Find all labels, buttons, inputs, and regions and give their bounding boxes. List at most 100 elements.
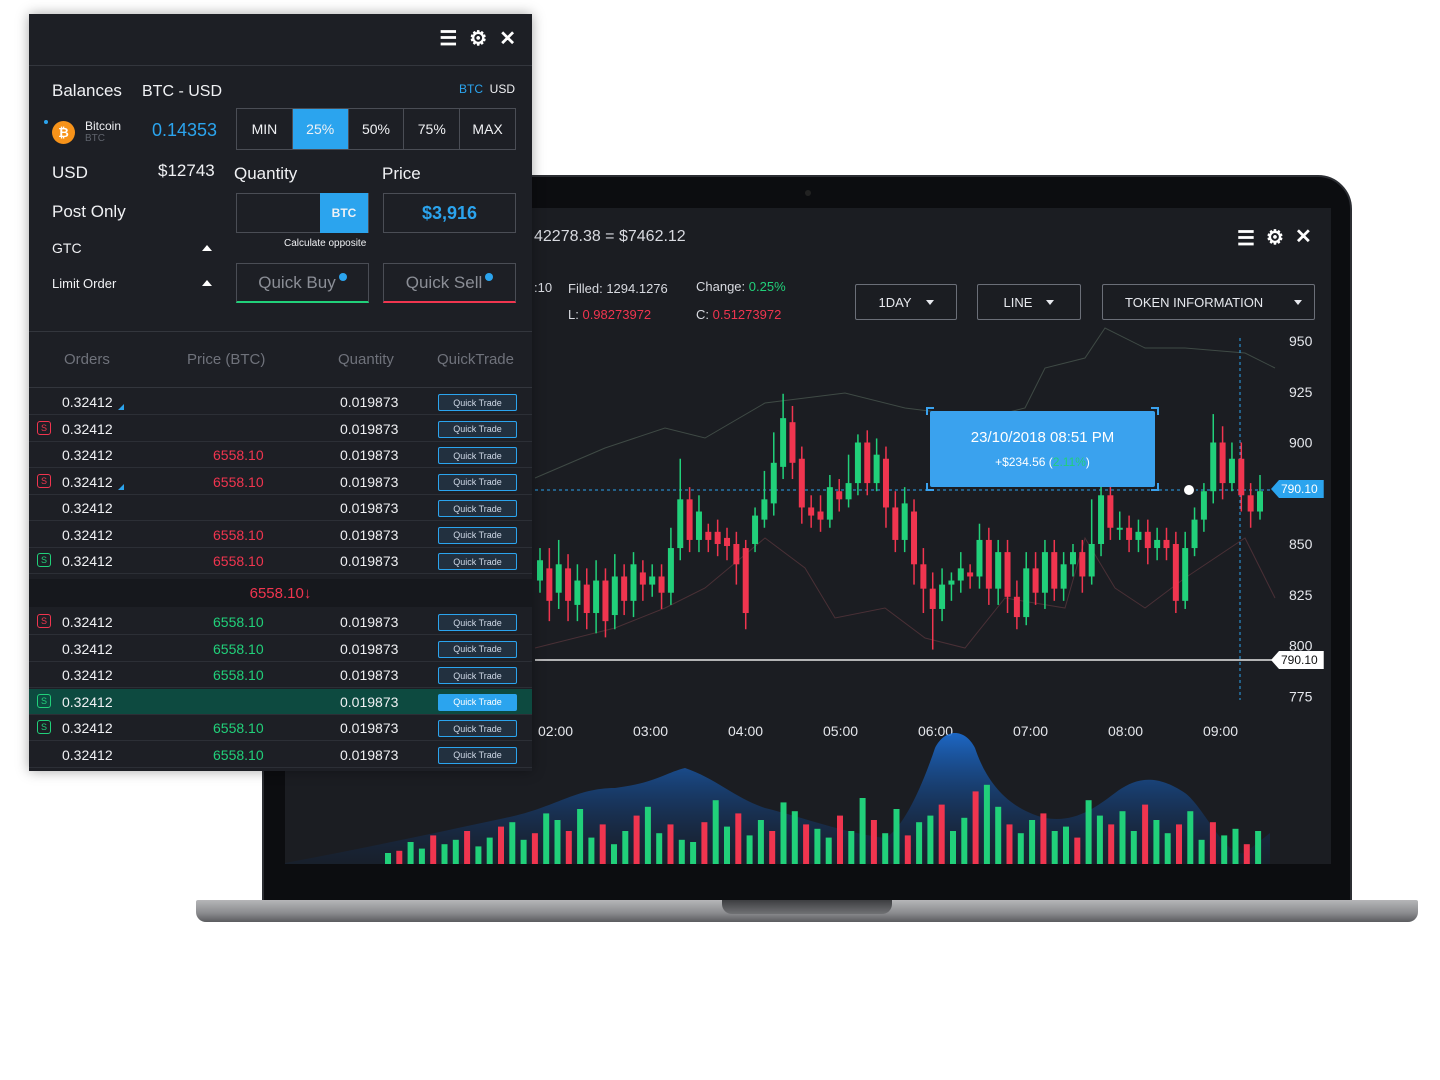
quick-sell-button[interactable]: Quick Sell (383, 263, 516, 303)
calculate-opposite-link[interactable]: Calculate opposite (284, 238, 367, 249)
volume-bar (950, 831, 956, 864)
order-row[interactable]: 0.32412 6558.10 0.019873 Quick Trade (29, 522, 532, 548)
order-price: 6558.10 (213, 640, 264, 657)
quick-trade-button[interactable]: Quick Trade (438, 614, 517, 631)
candle-body (705, 531, 712, 540)
token-info-dropdown[interactable]: TOKEN INFORMATION (1102, 284, 1315, 320)
quick-trade-button[interactable]: Quick Trade (438, 553, 517, 570)
quick-trade-button[interactable]: Quick Trade (438, 746, 517, 764)
laptop-notch (722, 900, 892, 914)
pct-min-button[interactable]: MIN (237, 109, 293, 149)
volume-bar (701, 822, 708, 864)
order-row[interactable]: S 0.32412 6558.10 0.019873 Quick Trade (29, 715, 532, 741)
chart-type-dropdown[interactable]: LINE (977, 284, 1081, 320)
volume-bar (577, 809, 584, 864)
pct-50-button[interactable]: 50% (349, 109, 405, 149)
price-input[interactable]: $3,916 (383, 193, 516, 233)
candle-body (1257, 491, 1263, 512)
quick-trade-button[interactable]: Quick Trade (438, 526, 517, 544)
price-chart[interactable]: 950 925 900 850 825 800 775 02:00 03:00 04:00 05:0… (285, 208, 1331, 864)
quantity-unit-button[interactable]: BTC (320, 193, 368, 233)
side-badge: S (37, 720, 51, 734)
volume-bar (1006, 824, 1013, 864)
toggle-btc[interactable]: BTC (459, 82, 483, 96)
y-tick-label: 950 (1289, 333, 1313, 349)
candle-body (724, 537, 731, 547)
candle-body (789, 422, 796, 463)
currency-toggle[interactable]: BTC USD (459, 82, 515, 96)
sliders-icon[interactable]: ☰ (439, 28, 458, 50)
sliders-icon[interactable]: ☰ (1237, 228, 1255, 250)
volume-bar (407, 842, 414, 864)
volume-bar (1255, 831, 1262, 864)
volume-bar (1176, 824, 1182, 864)
volume-bar (509, 822, 516, 864)
caret-up-icon[interactable] (202, 245, 212, 251)
gtc-select[interactable]: GTC (52, 240, 82, 256)
post-only-option[interactable]: Post Only (52, 202, 126, 221)
quick-trade-button[interactable]: Quick Trade (438, 447, 517, 464)
baseline-price-tag: 790.10 (1271, 651, 1324, 669)
order-row[interactable]: 0.32412 0.019873 Quick Trade (29, 389, 532, 415)
quick-buy-button[interactable]: Quick Buy (236, 263, 369, 303)
quantity-input[interactable] (236, 193, 369, 233)
y-tick-label: 775 (1289, 688, 1313, 704)
candle-body (1172, 544, 1179, 601)
quick-trade-button[interactable]: Quick Trade (438, 394, 517, 411)
candle-body (1219, 442, 1226, 484)
candle-body (761, 499, 768, 520)
order-amount: 0.32412 (62, 746, 113, 763)
quick-trade-button[interactable]: Quick Trade (438, 500, 517, 517)
pct-75-button[interactable]: 75% (404, 109, 461, 149)
quick-trade-button[interactable]: Quick Trade (438, 720, 517, 737)
balances-label: Balances (52, 81, 122, 100)
volume-bar (803, 824, 810, 864)
bitcoin-icon: ₿ (52, 121, 75, 144)
order-amount: 0.32412 (62, 500, 113, 516)
candle-body (901, 503, 908, 540)
order-row[interactable]: 0.32412 6558.10 0.019873 Quick Trade (29, 662, 532, 688)
tooltip-corner (926, 407, 934, 415)
candle-body (1041, 552, 1048, 593)
quick-trade-button[interactable]: Quick Trade (438, 667, 517, 684)
volume-bar (916, 822, 923, 864)
info-icon (338, 272, 347, 281)
caret-up-icon[interactable] (202, 280, 212, 286)
limit-order-select[interactable]: Limit Order (52, 276, 117, 291)
close-icon[interactable]: ✕ (1295, 226, 1312, 248)
pct-25-button[interactable]: 25% (292, 109, 349, 149)
gear-icon[interactable]: ⚙ (469, 28, 488, 50)
order-row[interactable]: S 0.32412 6558.10 0.019873 Quick Trade (29, 609, 532, 635)
quick-trade-button[interactable]: Quick Trade (438, 420, 517, 438)
candle-body (1051, 552, 1058, 589)
volume-bar (430, 835, 437, 864)
interval-dropdown-label: 1DAY (878, 294, 912, 310)
toggle-usd[interactable]: USD (489, 82, 516, 96)
volume-bar (961, 817, 968, 864)
candle-body (1032, 568, 1039, 593)
order-row[interactable]: 0.32412 6558.10 0.019873 Quick Trade (29, 636, 532, 662)
order-row[interactable]: 0.32412 6558.10 0.019873 Quick Trade (29, 742, 532, 768)
volume-bar (475, 846, 482, 864)
quick-trade-button[interactable]: Quick Trade (438, 693, 517, 711)
order-row[interactable]: 0.32412 6558.10 0.019873 Quick Trade (29, 442, 532, 468)
volume-bar (1187, 811, 1194, 864)
candle-body (1163, 539, 1170, 549)
order-row[interactable]: S 0.32412 6558.10 0.019873 Quick Trade (29, 548, 532, 574)
order-row[interactable]: S 0.32412 0.019873 Quick Trade (29, 688, 532, 715)
order-row[interactable]: S 0.32412 6558.10 0.019873 Quick Trade (29, 469, 532, 495)
price-label: Price (382, 164, 421, 183)
candle-body (967, 572, 974, 577)
order-row[interactable]: S 0.32412 0.019873 Quick Trade (29, 416, 532, 442)
candle-body (686, 499, 693, 540)
gear-icon[interactable]: ⚙ (1266, 227, 1284, 249)
x-tick-label: 02:00 (538, 723, 573, 739)
coin-name: Bitcoin (85, 119, 122, 133)
order-quantity: 0.019873 (340, 420, 399, 437)
quick-trade-button[interactable]: Quick Trade (438, 640, 517, 658)
order-row[interactable]: 0.32412 0.019873 Quick Trade (29, 495, 532, 521)
close-icon[interactable]: ✕ (499, 28, 516, 50)
pct-max-button[interactable]: MAX (472, 121, 503, 137)
quick-trade-button[interactable]: Quick Trade (438, 473, 517, 491)
interval-dropdown[interactable]: 1DAY (855, 284, 957, 320)
